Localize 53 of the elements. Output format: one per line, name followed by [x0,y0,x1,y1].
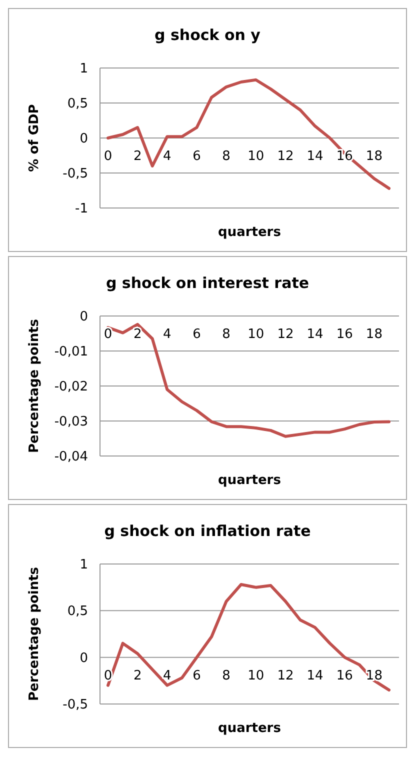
y-tick-label: -0,5 [62,698,88,713]
y-tick-label: 1 [80,558,88,573]
y-tick-label: -0,02 [54,380,88,395]
chart-title: g shock on y [154,26,261,44]
x-tick-label: 16 [336,668,353,684]
y-tick-label: 1 [80,62,88,77]
x-tick-label: 2 [133,149,142,164]
y-tick-label: -0,04 [54,450,88,465]
x-axis-title: quarters [218,225,282,240]
x-tick-label: 14 [306,668,324,684]
x-tick-label: 2 [133,327,142,342]
line-series [106,583,390,692]
x-tick-label: 4 [163,668,172,684]
x-tick-label: 8 [222,668,230,684]
x-tick-label: 4 [163,327,172,342]
chart-title: g shock on inflation rate [104,522,311,540]
x-tick-label: 8 [222,149,230,164]
x-tick-label: 6 [192,668,201,684]
y-tick-label: -0,03 [54,414,88,430]
x-tick-label: 0 [104,327,112,342]
y-axis-title: % of GDP [27,104,42,172]
x-tick-label: 16 [336,327,353,342]
chart-title: g shock on interest rate [106,274,310,292]
x-tick-label: 6 [192,327,201,342]
x-tick-label: 14 [306,149,324,164]
x-tick-label: 18 [366,327,382,342]
x-tick-label: 0 [104,149,112,164]
y-tick-label: -0,01 [54,344,88,360]
line-series [106,78,390,190]
x-tick-label: 2 [133,668,142,684]
x-tick-label: 6 [192,149,201,164]
x-tick-label: 10 [248,149,264,164]
x-tick-label: 18 [366,149,382,164]
y-tick-label: -1 [75,202,88,217]
line-series [106,322,390,438]
y-tick-label: 0 [80,310,88,325]
x-tick-label: 10 [248,327,264,342]
x-tick-label: 4 [163,149,172,164]
y-axis-title: Percentage points [27,318,42,454]
y-axis-title: Percentage points [27,566,42,702]
x-axis-title: quarters [218,721,282,736]
x-tick-label: 12 [277,668,294,684]
x-axis-title: quarters [218,473,282,488]
x-tick-label: 14 [306,327,324,342]
x-tick-label: 12 [277,327,294,342]
y-tick-label: 0,5 [67,604,88,620]
y-tick-label: 0,5 [67,96,88,112]
x-tick-label: 12 [277,149,294,164]
y-tick-label: -0,5 [62,166,88,182]
x-tick-label: 8 [222,327,230,342]
y-tick-label: 0 [80,132,88,147]
y-tick-label: 0 [80,650,88,666]
x-tick-label: 10 [248,668,264,684]
